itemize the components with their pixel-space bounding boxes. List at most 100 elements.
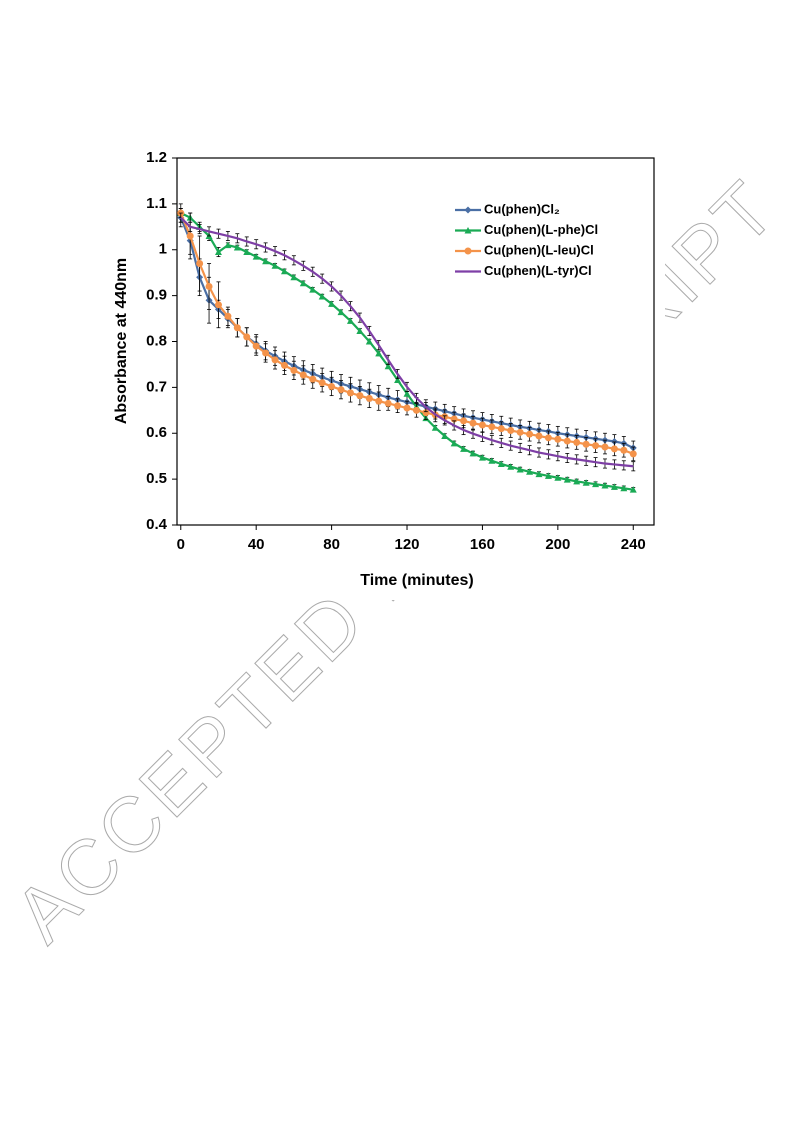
marker xyxy=(573,477,581,485)
series-line xyxy=(180,216,634,468)
marker xyxy=(450,439,458,447)
marker xyxy=(464,227,472,234)
marker xyxy=(365,394,373,402)
x-tick-label: 200 xyxy=(545,536,570,553)
x-tick-label: 120 xyxy=(395,536,420,553)
marker xyxy=(365,338,373,345)
marker xyxy=(299,371,307,379)
marker xyxy=(516,465,524,473)
y-tick-label: 1.2 xyxy=(146,149,167,166)
x-tick-label: 80 xyxy=(323,536,340,553)
marker xyxy=(299,279,307,287)
marker xyxy=(497,460,505,467)
marker xyxy=(356,327,364,334)
legend-label: Cu(phen)(L-tyr)Cl xyxy=(484,263,592,278)
marker xyxy=(346,389,354,397)
marker xyxy=(290,273,298,281)
marker xyxy=(535,432,543,440)
marker xyxy=(262,257,270,265)
y-tick-label: 0.5 xyxy=(146,470,167,487)
x-tick-label: 40 xyxy=(248,536,265,553)
marker xyxy=(610,438,618,446)
marker xyxy=(441,432,449,440)
marker xyxy=(460,417,468,425)
marker xyxy=(488,457,496,464)
marker xyxy=(620,446,628,454)
marker xyxy=(337,308,345,316)
marker xyxy=(403,390,411,397)
marker xyxy=(629,450,637,458)
marker xyxy=(309,286,317,293)
marker xyxy=(478,454,486,461)
marker xyxy=(205,282,213,290)
y-tick-label: 0.9 xyxy=(146,287,167,304)
legend-label: Cu(phen)(L-leu)Cl xyxy=(484,242,594,257)
marker xyxy=(592,442,600,450)
marker xyxy=(394,402,402,410)
marker xyxy=(384,399,392,407)
marker xyxy=(516,428,524,436)
y-axis-title: Absorbance at 440nm xyxy=(113,258,130,424)
marker xyxy=(262,349,270,357)
marker xyxy=(544,434,552,442)
marker xyxy=(328,300,336,307)
y-tick-label: 0.8 xyxy=(146,332,167,349)
marker xyxy=(337,386,345,394)
marker xyxy=(464,206,472,214)
marker xyxy=(186,232,194,240)
marker xyxy=(469,419,477,427)
marker xyxy=(375,397,383,405)
marker xyxy=(573,438,581,446)
marker xyxy=(243,333,251,341)
marker xyxy=(497,425,505,433)
marker xyxy=(233,324,241,332)
marker xyxy=(610,483,618,490)
marker xyxy=(224,241,232,249)
legend-label: Cu(phen)(L-phe)Cl xyxy=(484,222,598,237)
marker xyxy=(535,470,543,478)
marker xyxy=(488,423,496,431)
marker xyxy=(526,468,534,475)
chart-background xyxy=(105,140,665,600)
marker xyxy=(271,356,279,364)
marker xyxy=(196,260,204,268)
marker xyxy=(469,449,477,457)
y-tick-label: 0.6 xyxy=(146,424,167,441)
marker xyxy=(507,426,515,434)
marker xyxy=(224,312,232,320)
marker xyxy=(384,362,392,370)
plot: 0.4 0.5 0.6 0.7 0.8 0.9 1 1.1 1.2 0 40 80 120 160 200 2… xyxy=(146,149,655,553)
marker xyxy=(610,445,618,453)
marker xyxy=(214,301,222,309)
x-tick-label: 160 xyxy=(470,536,495,553)
legend-label: Cu(phen)Cl₂ xyxy=(484,201,560,216)
marker xyxy=(601,482,609,489)
marker xyxy=(554,474,562,481)
marker xyxy=(318,293,326,300)
y-tick-label: 0.4 xyxy=(146,516,168,533)
marker xyxy=(412,406,420,414)
marker xyxy=(431,424,439,431)
marker xyxy=(507,463,515,470)
y-tick-label: 0.7 xyxy=(146,378,167,395)
marker xyxy=(214,248,222,256)
y-tick-label: 1 xyxy=(159,241,167,258)
marker xyxy=(375,349,383,357)
marker xyxy=(280,267,288,275)
marker xyxy=(243,248,251,256)
marker xyxy=(252,253,260,260)
marker xyxy=(478,421,486,429)
marker xyxy=(592,480,600,488)
marker xyxy=(309,375,317,383)
marker xyxy=(563,437,571,445)
marker xyxy=(582,479,590,486)
marker xyxy=(601,443,609,451)
marker xyxy=(464,247,472,255)
marker xyxy=(582,440,590,448)
marker xyxy=(252,342,260,350)
y-tick-label: 1.1 xyxy=(146,195,167,212)
marker xyxy=(629,486,637,493)
marker xyxy=(346,317,354,324)
marker xyxy=(554,435,562,443)
